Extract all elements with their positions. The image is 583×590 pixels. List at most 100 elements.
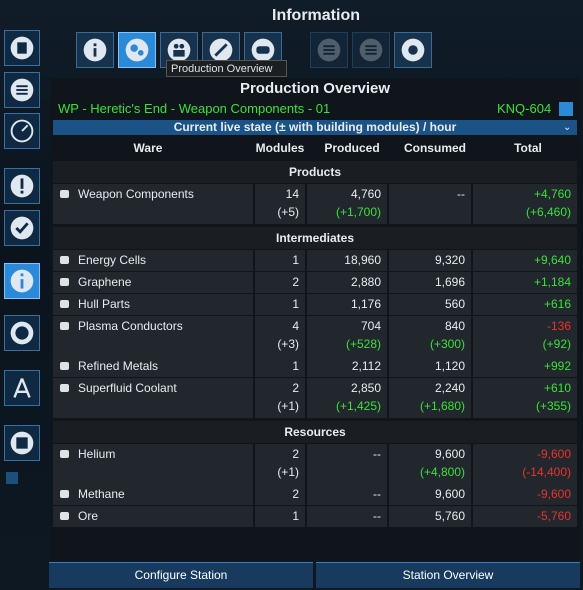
ware-icon: [60, 490, 69, 498]
section-bg: [53, 421, 577, 443]
cell-bg: [307, 506, 387, 527]
column-header: Consumed: [403, 141, 466, 155]
cell-bg: [389, 294, 471, 315]
cell-bg: [307, 356, 387, 377]
cell-consumed: 560: [444, 297, 465, 311]
cell-modules: 4: [292, 319, 299, 333]
cell-bg: [473, 444, 577, 484]
ware-icon: [60, 322, 69, 330]
cell-bg: [473, 294, 577, 315]
cell-bg: [53, 316, 253, 356]
panel-title: Production Overview: [239, 80, 391, 97]
tab-active[interactable]: [118, 32, 156, 68]
station-code: KNQ-604: [497, 101, 552, 116]
sub-total: (+355): [535, 399, 571, 413]
cell-modules: 14: [285, 187, 299, 201]
cell-bg: [307, 444, 387, 484]
cell-consumed: 1,120: [434, 359, 465, 373]
cell-bg: [255, 272, 305, 293]
sidebar-button[interactable]: [4, 315, 40, 351]
ware-icon: [60, 450, 69, 458]
column-header: Produced: [324, 141, 380, 155]
sidebar-button[interactable]: [4, 168, 40, 204]
cell-bg: [389, 506, 471, 527]
sidebar-button[interactable]: [4, 113, 40, 149]
indicator: [6, 472, 18, 484]
cell-bg: [473, 316, 577, 356]
cell-bg: [389, 272, 471, 293]
cell-bg: [307, 316, 387, 356]
cell-produced: --: [373, 447, 381, 461]
sidebar-button[interactable]: [4, 370, 40, 406]
sub-produced: (+528): [345, 337, 381, 351]
section-header: Products: [288, 165, 341, 179]
cell-modules: 2: [292, 447, 299, 461]
cell-produced: 704: [360, 319, 381, 333]
cell-consumed: 840: [444, 319, 465, 333]
button[interactable]: Configure Station: [49, 562, 313, 588]
sidebar-button[interactable]: [4, 425, 40, 461]
section-header: Resources: [284, 425, 346, 439]
cell-bg: [53, 484, 253, 505]
cell-total: +4,760: [533, 187, 571, 201]
sub-consumed: (+4,800): [419, 465, 465, 479]
cell-bg: [473, 484, 577, 505]
sub-produced: (+1,425): [335, 399, 381, 413]
button[interactable]: Station Overview: [316, 562, 580, 588]
cell-bg: [53, 294, 253, 315]
cell-produced: --: [373, 487, 381, 501]
section-bg: [53, 227, 577, 249]
mode-dropdown[interactable]: Current live state (± with building modu…: [53, 120, 577, 135]
cell-total: -9,600: [536, 447, 571, 461]
cell-consumed: 9,600: [434, 487, 465, 501]
cell-consumed: 9,320: [434, 253, 465, 267]
sub-modules: (+3): [277, 337, 299, 351]
cell-ware: Ore: [78, 509, 99, 523]
expand-button[interactable]: [559, 102, 573, 116]
cell-bg: [389, 250, 471, 271]
cell-bg: [307, 484, 387, 505]
cell-bg: [307, 272, 387, 293]
column-header: Total: [514, 141, 542, 155]
cell-consumed: 5,760: [434, 509, 465, 523]
cell-bg: [255, 184, 305, 224]
cell-bg: [255, 294, 305, 315]
cell-modules: 2: [292, 487, 299, 501]
sub-total: (+92): [542, 337, 571, 351]
sidebar-button-active[interactable]: [4, 263, 40, 299]
cell-bg: [255, 250, 305, 271]
cell-ware: Refined Metals: [78, 359, 159, 373]
cell-ware: Helium: [78, 447, 116, 461]
cell-bg: [307, 250, 387, 271]
sidebar-button[interactable]: [4, 30, 40, 66]
cell-total: -5,760: [536, 509, 571, 523]
cell-consumed: --: [457, 187, 465, 201]
cell-modules: 1: [292, 509, 299, 523]
tab[interactable]: [76, 32, 114, 68]
tab[interactable]: [394, 32, 432, 68]
cell-bg: [389, 378, 471, 418]
cell-bg: [389, 484, 471, 505]
cell-produced: 1,176: [350, 297, 381, 311]
sub-total: (+6,460): [525, 205, 571, 219]
sidebar-button[interactable]: [4, 210, 40, 246]
cell-bg: [389, 356, 471, 377]
sub-modules: (+5): [277, 205, 299, 219]
cell-bg: [53, 378, 253, 418]
sub-modules: (+1): [277, 399, 299, 413]
cell-ware: Superfluid Coolant: [78, 381, 177, 395]
cell-bg: [473, 506, 577, 527]
ware-icon: [60, 278, 69, 286]
section-bg: [53, 161, 577, 183]
cell-bg: [389, 184, 471, 224]
cell-ware: Energy Cells: [78, 253, 147, 267]
cell-total: +616: [543, 297, 571, 311]
cell-bg: [53, 506, 253, 527]
cell-bg: [307, 294, 387, 315]
cell-total: +992: [543, 359, 571, 373]
cell-total: +1,184: [533, 275, 571, 289]
sub-modules: (+1): [277, 465, 299, 479]
cell-total: +610: [543, 381, 571, 395]
sidebar-button[interactable]: [4, 72, 40, 108]
